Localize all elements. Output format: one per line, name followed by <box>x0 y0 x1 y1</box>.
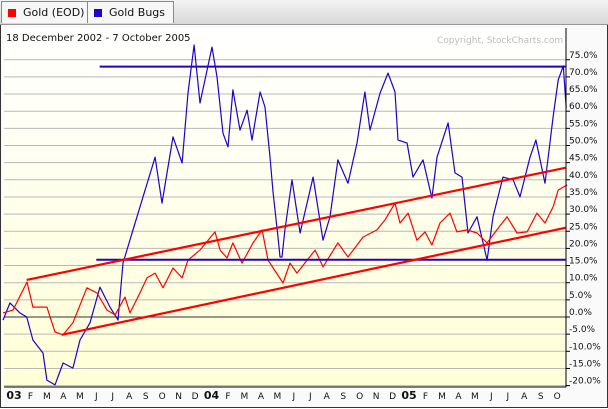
x-tick-label: S <box>538 392 544 402</box>
y-tick-label: 55.0% <box>569 119 598 129</box>
trend-channel-line <box>61 226 566 336</box>
y-tick-label: 20.0% <box>569 239 598 249</box>
y-tick-label: 35.0% <box>569 188 598 198</box>
x-tick-label: F <box>28 392 33 402</box>
x-tick-label: S <box>143 392 149 402</box>
red-swatch-icon <box>8 9 16 17</box>
x-tick-label: M <box>438 392 446 402</box>
y-tick-label: 30.0% <box>569 205 598 215</box>
legend-tab-bar: Gold (EOD) Gold Bugs <box>0 0 608 25</box>
y-tick-label: 40.0% <box>569 171 598 181</box>
y-tick-label: 60.0% <box>569 102 598 112</box>
y-tick-label: -10.0% <box>569 342 601 352</box>
y-tick-label: 0.0% <box>569 308 592 318</box>
x-tick-label: O <box>356 392 363 402</box>
y-tick-label: -20.0% <box>569 377 601 387</box>
x-tick-label: M <box>273 392 281 402</box>
x-tick-label: M <box>76 392 84 402</box>
x-tick-label: M <box>43 392 51 402</box>
y-tick-label: 45.0% <box>569 154 598 164</box>
x-tick-label: N <box>175 392 182 402</box>
x-tick-label: O <box>159 392 166 402</box>
x-tick-label: A <box>258 392 265 402</box>
tab-label: Gold (EOD) <box>23 6 85 19</box>
tab-label: Gold Bugs <box>109 6 166 19</box>
x-tick-label: J <box>291 392 295 402</box>
x-tick-label: M <box>471 392 479 402</box>
plot-background <box>4 28 566 386</box>
x-tick-label: S <box>340 392 346 402</box>
chart-title: 18 December 2002 - 7 October 2005 <box>6 33 191 44</box>
x-tick-label: D <box>192 392 199 402</box>
x-tick-label: O <box>554 392 561 402</box>
x-tick-label: D <box>389 392 396 402</box>
y-tick-label: 65.0% <box>569 85 598 95</box>
x-tick-label: A <box>324 392 331 402</box>
x-tick-label: F <box>225 392 230 402</box>
x-tick-label: J <box>489 392 493 402</box>
x-tick-label: J <box>505 392 509 402</box>
x-tick-label: 05 <box>401 389 416 402</box>
x-tick-label: J <box>94 392 98 402</box>
tab-gold-bugs[interactable]: Gold Bugs <box>87 1 175 23</box>
y-tick-label: 75.0% <box>569 51 598 61</box>
y-tick-label: 50.0% <box>569 137 598 147</box>
y-tick-label: 70.0% <box>569 68 598 78</box>
x-tick-label: A <box>60 392 67 402</box>
x-tick-label: 03 <box>6 389 21 402</box>
y-tick-label: 10.0% <box>569 274 598 284</box>
series-line-gold-bugs <box>2 44 567 386</box>
y-tick-label: 5.0% <box>569 291 592 301</box>
y-tick-label: -5.0% <box>569 325 596 335</box>
y-tick-label: 15.0% <box>569 257 598 267</box>
y-tick-label: 25.0% <box>569 222 598 232</box>
x-tick-label: J <box>110 392 114 402</box>
x-tick-label: M <box>241 392 249 402</box>
blue-swatch-icon <box>94 9 102 17</box>
series-line-gold-eod <box>2 184 568 336</box>
trend-channel-line <box>26 166 566 282</box>
x-tick-label: A <box>455 392 462 402</box>
x-tick-label: F <box>423 392 428 402</box>
copyright-text: Copyright, StockCharts.com <box>437 36 564 46</box>
x-tick-label: A <box>126 392 133 402</box>
x-tick-label: A <box>521 392 528 402</box>
x-tick-label: J <box>308 392 312 402</box>
x-tick-label: N <box>373 392 380 402</box>
y-tick-label: -15.0% <box>569 359 601 369</box>
x-tick-label: 04 <box>204 389 220 402</box>
